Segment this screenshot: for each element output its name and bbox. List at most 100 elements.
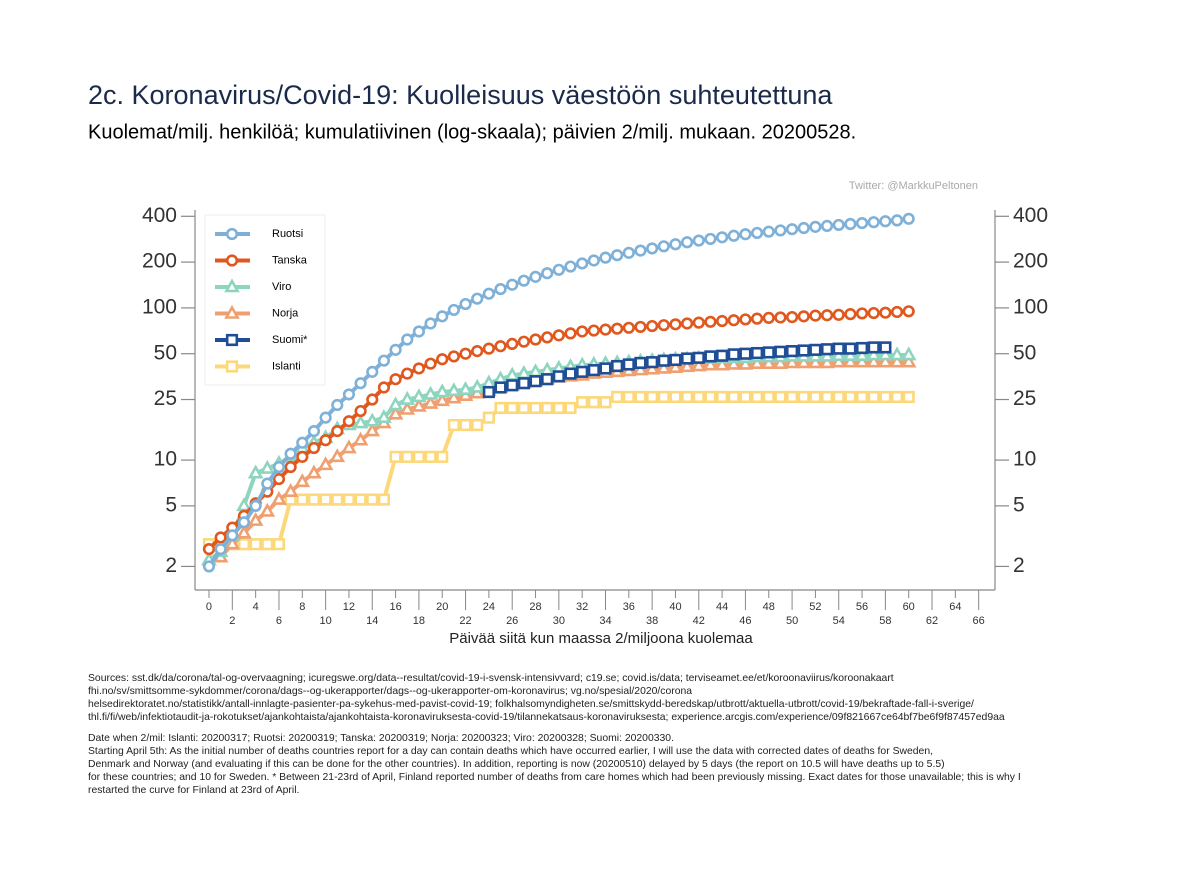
point (727, 229, 740, 242)
point (809, 309, 822, 322)
point (762, 346, 775, 359)
point (750, 226, 764, 240)
point (411, 397, 427, 412)
point (564, 260, 577, 273)
point (389, 373, 402, 386)
y-tick-label: 10 (154, 448, 177, 471)
point (236, 497, 252, 512)
point (622, 246, 635, 259)
point (366, 393, 379, 406)
point (669, 238, 682, 251)
point (411, 388, 427, 403)
point (471, 418, 484, 432)
y2-tick-label: 100 (1013, 295, 1048, 318)
point (716, 349, 729, 362)
point (632, 361, 649, 376)
point (412, 325, 426, 338)
legend-label: Viro (272, 281, 291, 293)
point (797, 390, 810, 404)
point (844, 217, 857, 231)
y-tick-label: 25 (154, 387, 177, 410)
point (471, 292, 484, 305)
point (482, 411, 495, 424)
y2-tick-label: 50 (1013, 341, 1036, 364)
point (307, 441, 321, 455)
point (202, 560, 216, 573)
point (399, 400, 416, 415)
point (446, 382, 462, 397)
x-axis-label: Päivää siitä kun maassa 2/miljoona kuole… (449, 630, 753, 647)
point (494, 401, 507, 415)
point (457, 381, 474, 396)
point (704, 232, 717, 246)
point (247, 511, 264, 526)
point (329, 448, 346, 463)
point (331, 425, 344, 438)
x-tick-label: 0 (206, 601, 212, 613)
point (447, 418, 460, 432)
note-line: Date when 2/mil: Islanti: 20200317; Ruot… (88, 733, 674, 744)
point (634, 320, 647, 334)
x-tick-label: 22 (459, 615, 471, 627)
point (669, 318, 682, 331)
point (541, 331, 554, 344)
y-tick-label: 50 (154, 341, 177, 364)
point (844, 308, 857, 321)
point (552, 263, 565, 276)
x-tick-label: 18 (413, 615, 425, 627)
point (529, 333, 542, 346)
point (772, 355, 789, 369)
point (855, 216, 869, 230)
point (282, 483, 299, 497)
point (307, 493, 321, 506)
x-tick-label: 30 (553, 615, 565, 627)
point (296, 450, 309, 463)
point (725, 355, 742, 370)
point (704, 390, 717, 404)
point (704, 315, 717, 328)
point (447, 350, 460, 363)
point (434, 383, 451, 398)
point (797, 221, 810, 235)
x-tick-label: 54 (833, 615, 845, 627)
point (249, 538, 262, 551)
point (785, 390, 799, 404)
point (424, 317, 437, 330)
series (482, 341, 892, 399)
x-tick-label: 2 (229, 615, 235, 627)
point (576, 325, 589, 338)
legend-marker (224, 304, 240, 319)
x-tick-label: 60 (903, 601, 915, 613)
point (506, 278, 519, 291)
point (681, 236, 694, 249)
point (599, 251, 612, 264)
point (494, 340, 507, 353)
point (797, 310, 810, 323)
point (879, 341, 892, 354)
point (552, 370, 565, 383)
y-tick-label: 2 (165, 554, 177, 577)
point (517, 401, 530, 415)
point (377, 354, 391, 367)
point (436, 450, 449, 463)
point (296, 493, 309, 506)
point (272, 538, 286, 551)
point (634, 244, 647, 257)
point (552, 401, 565, 415)
point (539, 361, 556, 376)
point (762, 311, 775, 324)
point (679, 358, 695, 373)
point (459, 347, 472, 360)
point (341, 439, 357, 454)
x-tick-label: 14 (366, 615, 378, 627)
point (564, 401, 577, 415)
legend-marker (225, 227, 239, 241)
point (657, 390, 670, 404)
point (517, 335, 530, 348)
y2-tick-label: 2 (1013, 554, 1025, 577)
point (611, 322, 624, 335)
point (447, 303, 460, 317)
point (832, 390, 845, 404)
